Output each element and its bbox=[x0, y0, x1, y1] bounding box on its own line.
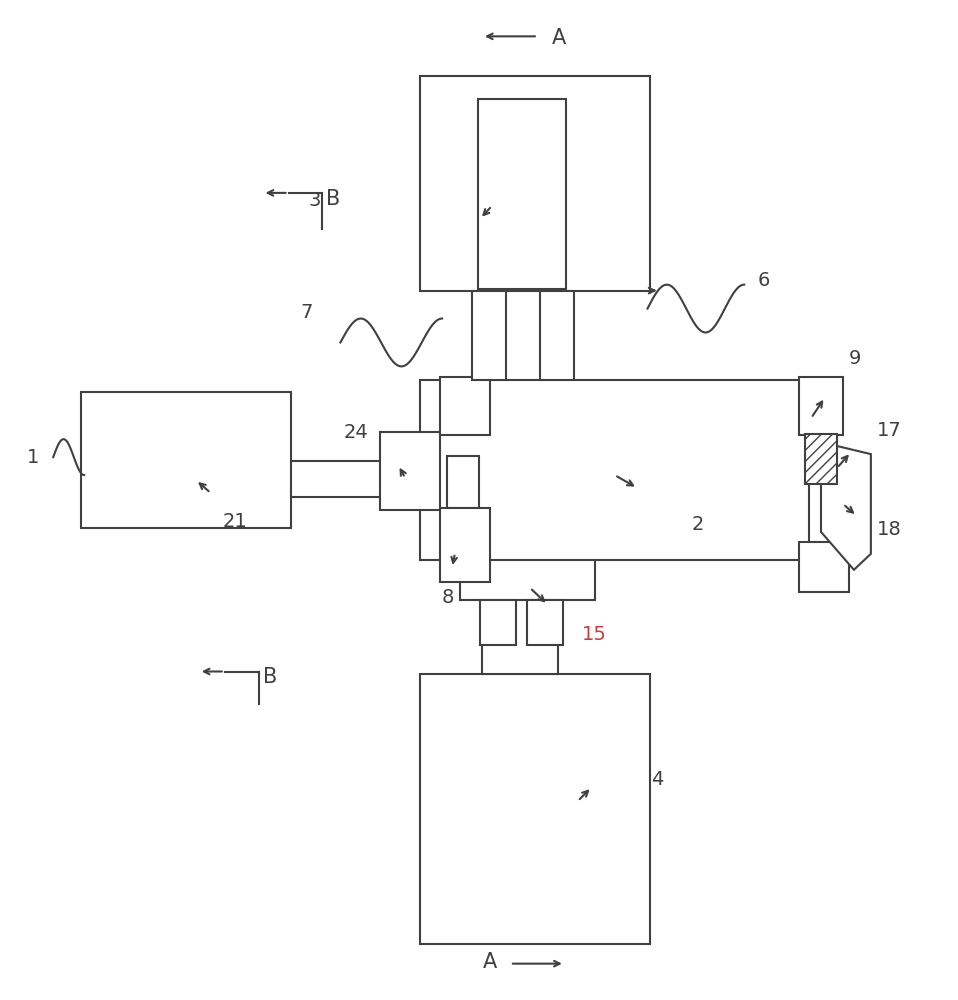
Bar bbox=[480, 600, 516, 645]
Text: 24: 24 bbox=[344, 423, 368, 442]
Text: 1: 1 bbox=[27, 448, 39, 467]
Text: 2: 2 bbox=[692, 515, 704, 534]
Bar bbox=[421, 76, 650, 291]
Bar bbox=[440, 377, 490, 435]
Text: 6: 6 bbox=[757, 271, 769, 290]
Bar bbox=[799, 377, 843, 435]
Text: 15: 15 bbox=[582, 625, 606, 644]
Text: 7: 7 bbox=[300, 303, 312, 322]
Text: A: A bbox=[552, 28, 566, 48]
Bar bbox=[527, 600, 562, 645]
Text: B: B bbox=[327, 189, 341, 209]
Bar bbox=[447, 456, 479, 508]
Bar bbox=[539, 291, 574, 380]
Bar bbox=[460, 555, 595, 600]
Text: 3: 3 bbox=[308, 191, 321, 210]
Bar bbox=[805, 434, 837, 484]
Text: 4: 4 bbox=[651, 770, 664, 789]
Text: 8: 8 bbox=[442, 588, 454, 607]
Text: B: B bbox=[262, 667, 277, 687]
Bar bbox=[478, 99, 566, 289]
Text: 18: 18 bbox=[877, 520, 901, 539]
Bar bbox=[421, 380, 810, 560]
Bar bbox=[290, 461, 396, 497]
Text: A: A bbox=[483, 952, 497, 972]
Bar bbox=[380, 432, 440, 510]
Bar bbox=[482, 545, 558, 674]
Text: 17: 17 bbox=[877, 421, 901, 440]
Text: 21: 21 bbox=[223, 512, 247, 531]
Bar bbox=[472, 291, 506, 380]
Bar bbox=[421, 674, 650, 944]
Bar bbox=[81, 392, 290, 528]
Polygon shape bbox=[821, 442, 871, 570]
Bar bbox=[799, 542, 849, 592]
Text: 9: 9 bbox=[849, 349, 861, 368]
Bar bbox=[440, 508, 490, 582]
